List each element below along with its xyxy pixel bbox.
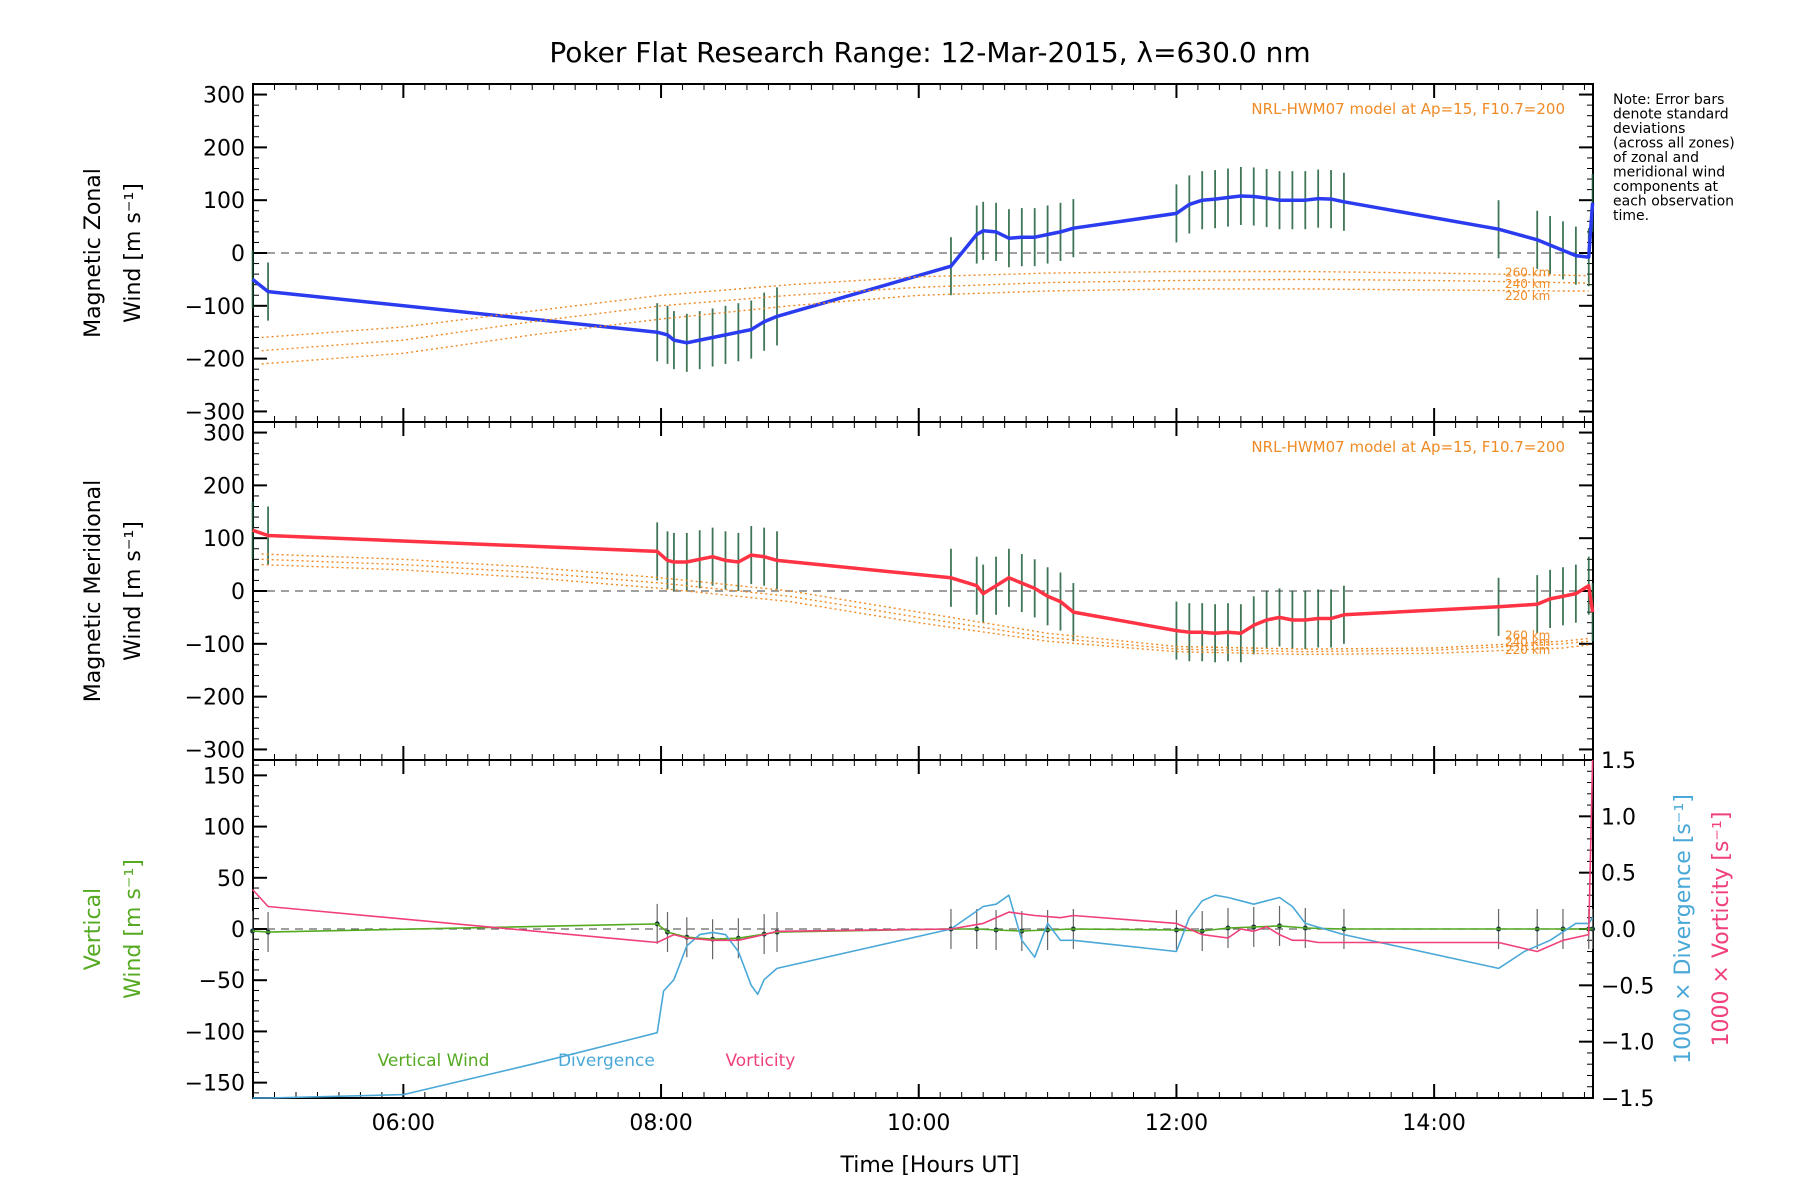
x-tick-label: 10:00 bbox=[887, 1111, 950, 1136]
panel-bottom: 06:00 08:00 10:00 12:00 14:00 −150 −100 −50 0 50 1… bbox=[81, 749, 1734, 1136]
y-tick-label: 300 bbox=[203, 84, 245, 109]
y-tick-label: 50 bbox=[217, 867, 245, 892]
y-tick-label: −150 bbox=[185, 1072, 245, 1097]
y-right-axis-label-vorticity: 1000 × Vorticity [s⁻¹] bbox=[1709, 812, 1734, 1047]
y-right-tick-label: 0.5 bbox=[1601, 862, 1636, 887]
y-tick-label: 200 bbox=[203, 136, 245, 161]
series-line-vorticity bbox=[252, 759, 1594, 953]
x-tick-label: 14:00 bbox=[1402, 1111, 1465, 1136]
y-right-tick-label: −1.0 bbox=[1601, 1031, 1654, 1056]
x-tick-label: 08:00 bbox=[629, 1111, 692, 1136]
panel-zonal: −300 −200 −100 0 100 200 300 Magnetic Zonal Wind… bbox=[81, 83, 1595, 425]
y-axis-label: Magnetic Zonal bbox=[81, 168, 106, 338]
note-line: time. bbox=[1613, 208, 1649, 224]
model-line bbox=[261, 563, 1589, 656]
y-tick-label: −300 bbox=[185, 400, 245, 425]
note-line: denote standard bbox=[1613, 107, 1729, 123]
model-label: NRL-HWM07 model at Ap=15, F10.7=200 bbox=[1251, 100, 1565, 118]
model-line bbox=[261, 558, 1589, 653]
y-tick-label: 100 bbox=[203, 189, 245, 214]
x-tick-label: 06:00 bbox=[372, 1111, 435, 1136]
y-axis-label: Wind [m s⁻¹] bbox=[121, 183, 146, 323]
y-tick-label: 100 bbox=[203, 527, 245, 552]
y-tick-label: −200 bbox=[185, 348, 245, 373]
model-altitude-label: 220 km bbox=[1505, 289, 1550, 303]
y-tick-label: 0 bbox=[231, 242, 245, 267]
y-tick-label: 300 bbox=[203, 422, 245, 447]
model-altitude-label: 220 km bbox=[1505, 643, 1550, 657]
y-axis-label: Wind [m s⁻¹] bbox=[121, 859, 146, 999]
y-right-tick-label: 1.5 bbox=[1601, 749, 1636, 774]
y-right-tick-label: −0.5 bbox=[1601, 974, 1654, 999]
vertical-wind-point bbox=[1590, 926, 1596, 932]
y-tick-label: −300 bbox=[185, 738, 245, 763]
y-tick-label: −50 bbox=[199, 969, 245, 994]
note-line: deviations bbox=[1613, 121, 1685, 137]
y-tick-label: −100 bbox=[185, 295, 245, 320]
y-tick-label: −100 bbox=[185, 1020, 245, 1045]
note-line: meridional wind bbox=[1613, 165, 1725, 181]
legend-vorticity: Vorticity bbox=[725, 1051, 795, 1071]
panel-meridional: −300 −200 −100 0 100 200 300 Magnetic Meridiona… bbox=[81, 421, 1595, 763]
y-tick-label: 100 bbox=[203, 816, 245, 841]
y-tick-label: 0 bbox=[231, 918, 245, 943]
x-tick-label: 12:00 bbox=[1145, 1111, 1208, 1136]
model-line bbox=[261, 553, 1589, 650]
note-line: each observation bbox=[1613, 194, 1734, 210]
y-axis-label: Vertical bbox=[81, 888, 106, 970]
mean-wind-line bbox=[252, 528, 1595, 636]
legend-vertical-wind: Vertical Wind bbox=[378, 1051, 490, 1071]
model-altitude-label: 240 km bbox=[1505, 635, 1550, 649]
note-line: of zonal and bbox=[1613, 150, 1699, 166]
model-label: NRL-HWM07 model at Ap=15, F10.7=200 bbox=[1251, 438, 1565, 456]
note-line: (across all zones) bbox=[1613, 136, 1735, 152]
model-line bbox=[261, 270, 1589, 339]
note-line: components at bbox=[1613, 179, 1719, 195]
mean-wind-line bbox=[251, 194, 1595, 345]
legend-divergence: Divergence bbox=[558, 1051, 655, 1071]
note-line: Note: Error bars bbox=[1613, 92, 1724, 108]
model-altitude-label: 240 km bbox=[1505, 277, 1550, 291]
model-line bbox=[261, 278, 1589, 352]
y-right-tick-label: 0.0 bbox=[1601, 918, 1636, 943]
y-tick-label: 200 bbox=[203, 474, 245, 499]
model-altitude-label: 260 km bbox=[1505, 266, 1550, 280]
y-right-tick-label: −1.5 bbox=[1601, 1087, 1654, 1112]
y-right-axis-label-divergence: 1000 × Divergence [s⁻¹] bbox=[1671, 794, 1696, 1064]
chart-title: Poker Flat Research Range: 12-Mar-2015, … bbox=[549, 36, 1310, 69]
y-tick-label: −100 bbox=[185, 633, 245, 658]
y-tick-label: 150 bbox=[203, 764, 245, 789]
series-line-divergence bbox=[252, 894, 1594, 1099]
series-line-vertical-wind bbox=[252, 923, 1593, 941]
y-tick-label: 0 bbox=[231, 580, 245, 605]
model-line bbox=[261, 288, 1589, 365]
x-axis-label: Time [Hours UT] bbox=[840, 1153, 1020, 1178]
y-axis-label: Wind [m s⁻¹] bbox=[121, 521, 146, 661]
model-altitude-label: 260 km bbox=[1505, 629, 1550, 643]
y-axis-label: Magnetic Meridional bbox=[81, 480, 106, 702]
y-right-tick-label: 1.0 bbox=[1601, 805, 1636, 830]
y-tick-label: −200 bbox=[185, 686, 245, 711]
